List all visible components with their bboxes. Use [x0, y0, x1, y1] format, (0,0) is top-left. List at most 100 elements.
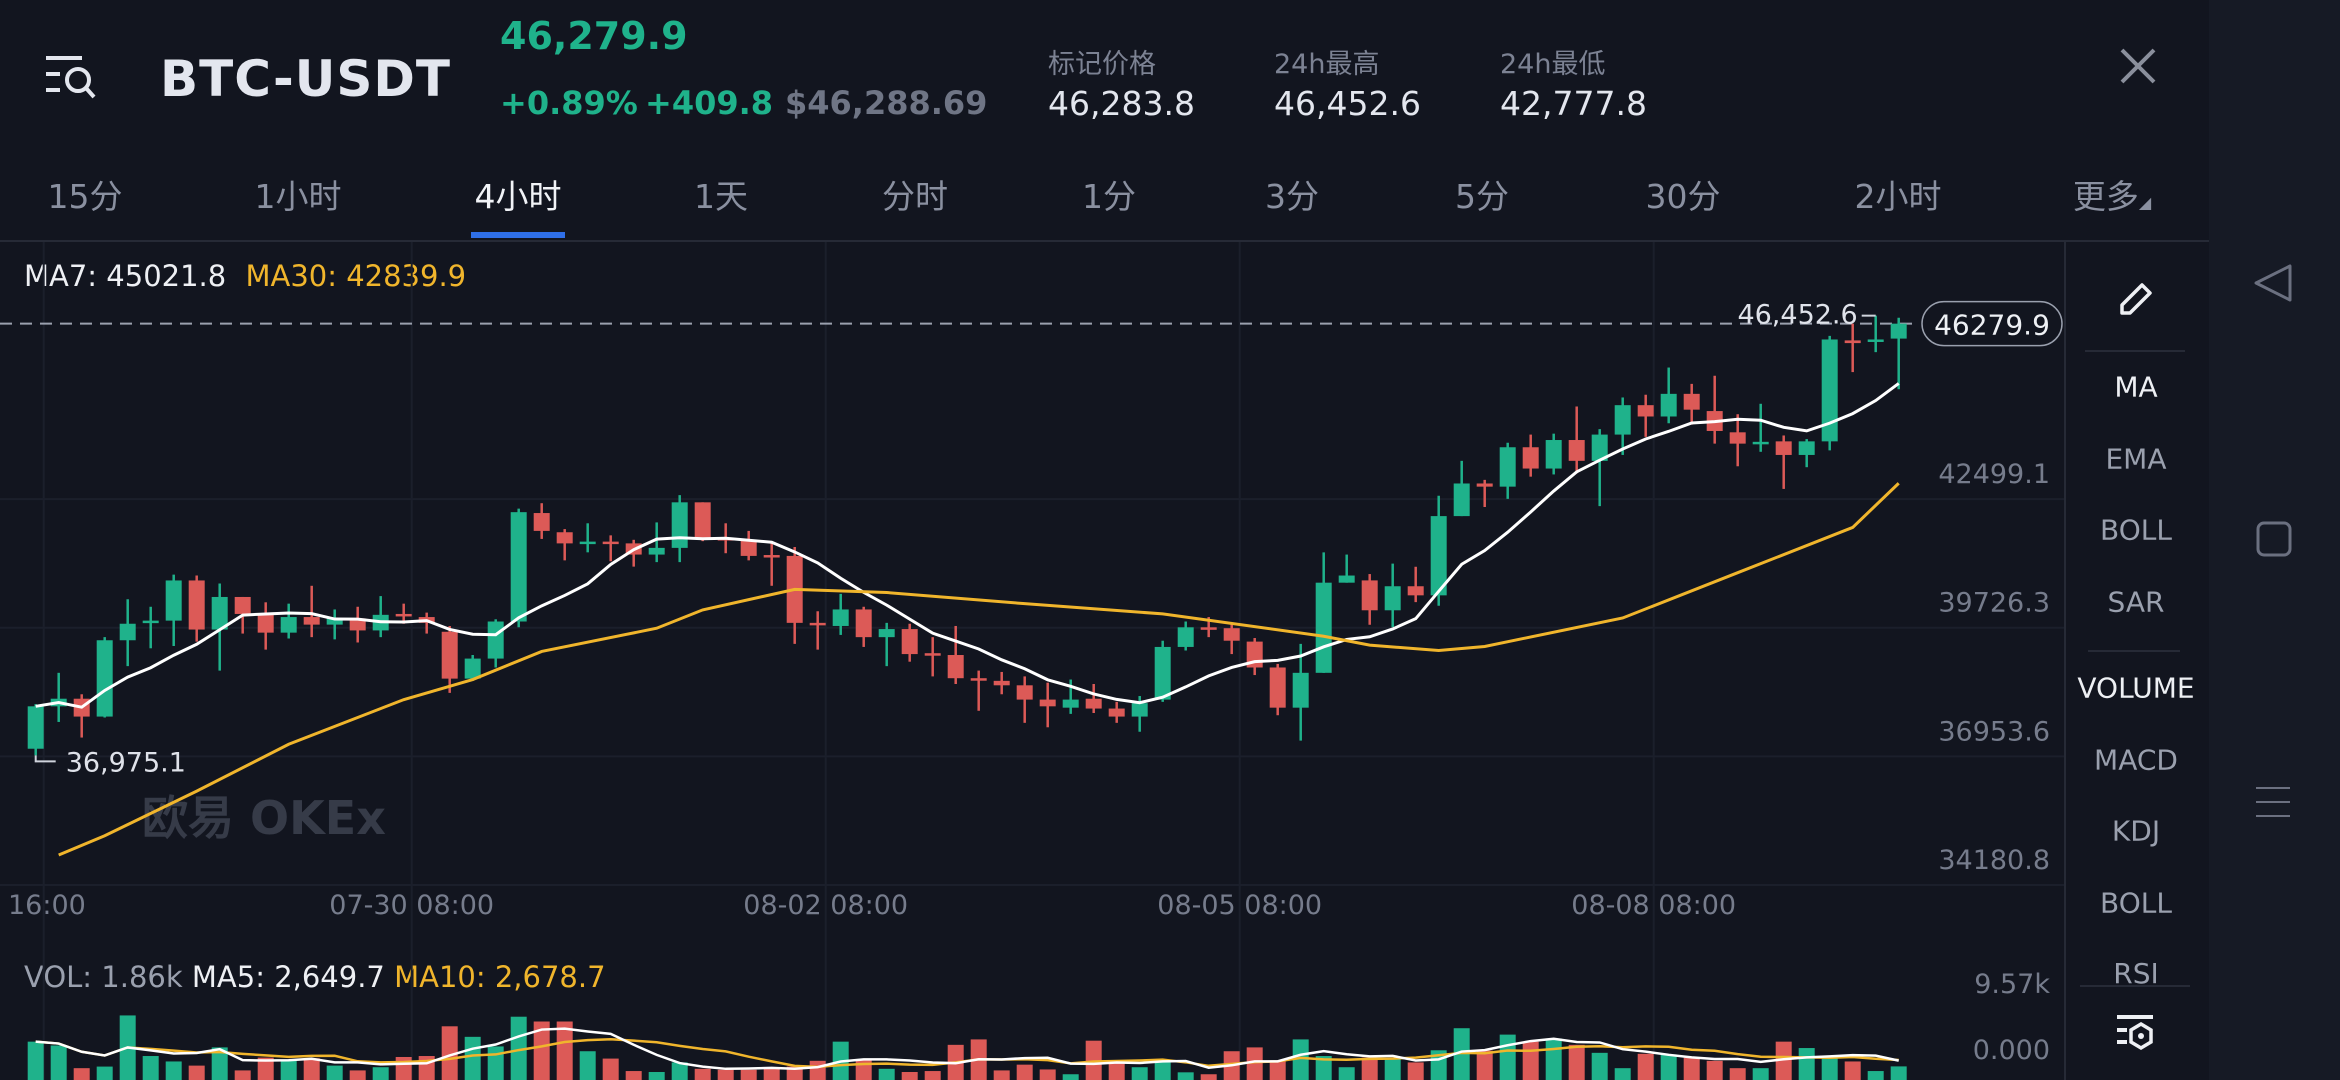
indicator-volume[interactable]: VOLUME	[2077, 671, 2195, 705]
candle-down	[234, 596, 251, 614]
volume-bar	[1752, 1068, 1769, 1080]
low-marker-label: 36,975.1	[66, 747, 186, 778]
volume-bar	[1200, 1074, 1217, 1080]
volume-bar	[303, 1058, 320, 1080]
candle-down	[1200, 627, 1217, 630]
candle-down	[993, 680, 1010, 686]
ma30-line	[58, 482, 1900, 857]
last-price: 46,279.9	[500, 14, 688, 58]
candle-up	[1798, 441, 1815, 455]
volume-bar	[441, 1026, 458, 1080]
tab-5m[interactable]: 5分	[1455, 177, 1509, 216]
volume-bar	[533, 1021, 550, 1080]
pencil-icon	[2120, 283, 2152, 315]
tab-30m[interactable]: 30分	[1645, 177, 1721, 216]
candle-down	[947, 655, 964, 679]
indicator-boll[interactable]: BOLL	[2100, 513, 2172, 547]
volume-bar	[924, 1071, 941, 1080]
close-button[interactable]	[2116, 44, 2160, 88]
caret-icon: ◢	[2138, 193, 2152, 212]
side-divider-2	[2088, 650, 2180, 652]
candle-down	[1522, 447, 1539, 469]
tab-1h[interactable]: 1小时	[254, 177, 342, 216]
indicator-kdj[interactable]: KDJ	[2111, 814, 2161, 848]
side-divider-1	[2085, 350, 2185, 352]
nav-home-button[interactable]	[2255, 520, 2293, 562]
volume-bar	[1269, 1061, 1286, 1080]
draw-tool-button[interactable]	[2116, 275, 2156, 319]
volume-bar	[1315, 1056, 1332, 1080]
candle-down	[1108, 708, 1125, 717]
tab-more[interactable]: 更多◢	[2073, 170, 2151, 218]
indicator-ema[interactable]: EMA	[2105, 442, 2167, 476]
tab-4h[interactable]: 4小时	[474, 177, 562, 216]
mark-price-label: 标记价格	[1048, 49, 1156, 80]
menu-search-button[interactable]	[44, 52, 104, 102]
volume-bar	[1177, 1072, 1194, 1080]
candle-up	[96, 640, 113, 717]
indicator-boll-sub[interactable]: BOLL	[2100, 886, 2172, 920]
candle-down	[303, 617, 320, 625]
candle-up	[280, 617, 297, 633]
volume-bar	[510, 1016, 527, 1080]
ma7-value: MA7: 45021.8	[24, 259, 227, 293]
indicator-sar[interactable]: SAR	[2107, 585, 2165, 619]
active-tab-indicator	[471, 232, 565, 238]
volume-bar	[648, 1072, 665, 1080]
indicator-rsi[interactable]: RSI	[2113, 957, 2159, 985]
volume-bar	[1591, 1052, 1608, 1080]
menu-lines-icon	[2256, 787, 2290, 817]
volume-bar	[1706, 1060, 1723, 1080]
tab-3m[interactable]: 3分	[1265, 177, 1319, 216]
candle-up	[878, 629, 895, 638]
high-24h-label: 24h最高	[1274, 49, 1380, 80]
candle-down	[1269, 667, 1286, 708]
candle-down	[1729, 432, 1746, 444]
menu-search-icon	[46, 56, 96, 99]
tab-2h[interactable]: 2小时	[1854, 177, 1942, 216]
candle-up	[1660, 393, 1677, 417]
candle-up	[832, 609, 849, 626]
indicator-settings-button[interactable]	[2115, 1012, 2155, 1056]
candle-up	[1890, 323, 1907, 339]
current-price-label: 46279.9	[1934, 309, 2050, 342]
tab-1d[interactable]: 1天	[694, 177, 748, 216]
nav-back-button[interactable]	[2252, 262, 2294, 308]
vol-ma5-value: MA5: 2,649.7	[191, 960, 385, 994]
volume-bar	[1775, 1041, 1792, 1080]
candle-down	[395, 613, 412, 617]
y-tick-label: 42499.1	[1938, 459, 2050, 490]
candle-up	[1867, 339, 1884, 342]
volume-bar	[1798, 1048, 1815, 1080]
volume-bar	[1614, 1068, 1631, 1080]
volume-bar	[1154, 1061, 1171, 1080]
candlestick-chart[interactable]: 16:00 07-30 08:00 08-02 08:00 08-05 08:00 08…	[0, 0, 2064, 1080]
tab-timeline[interactable]: 分时	[882, 177, 948, 216]
volume-bar	[1407, 1062, 1424, 1080]
y-tick-label: 36953.6	[1938, 716, 2050, 747]
volume-bar	[1821, 1056, 1838, 1080]
high-marker-label: 46,452.6	[1737, 300, 1857, 331]
candle-up	[211, 596, 228, 630]
candle-down	[1361, 580, 1378, 611]
nav-menu-button[interactable]	[2254, 783, 2292, 825]
indicator-rsi-clip: RSI	[2064, 955, 2208, 985]
volume-bar	[1246, 1047, 1263, 1080]
volume-bar	[27, 1041, 44, 1080]
candle-up	[579, 541, 596, 545]
pair-title[interactable]: BTC-USDT	[160, 50, 452, 108]
volume-bar	[1039, 1069, 1056, 1080]
indicator-ma[interactable]: MA	[2114, 370, 2158, 404]
candle-down	[533, 513, 550, 531]
volume-bar	[1637, 1053, 1654, 1080]
vol-value: VOL: 1.86k	[24, 960, 183, 994]
candle-down	[349, 618, 366, 631]
volume-bar	[349, 1070, 366, 1080]
tab-15m[interactable]: 15分	[47, 177, 123, 216]
indicator-macd[interactable]: MACD	[2094, 743, 2178, 777]
volume-bar	[1062, 1074, 1079, 1080]
volume-bar	[1683, 1057, 1700, 1080]
candle-down	[1476, 483, 1493, 487]
candle-up	[1154, 646, 1171, 700]
tab-1m[interactable]: 1分	[1082, 177, 1136, 216]
